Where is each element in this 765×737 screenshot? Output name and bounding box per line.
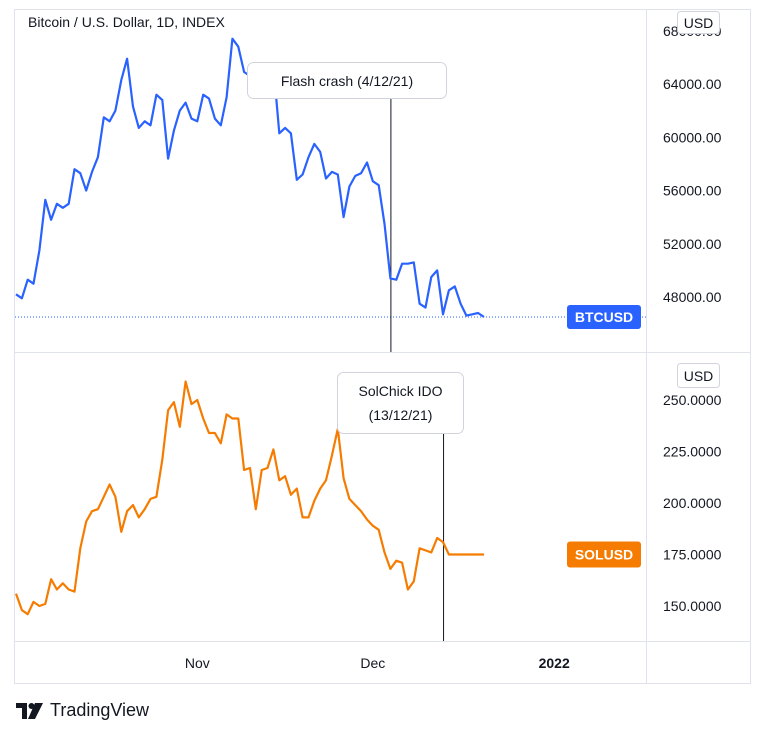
btc-price-tick-label: 60000.00 bbox=[663, 129, 722, 145]
btc-last-value-label[interactable]: BTCUSD bbox=[567, 304, 641, 329]
btc-price-scale[interactable]: 68000.0064000.0060000.0056000.0052000.00… bbox=[663, 23, 722, 305]
btc-unit-badge-label: USD bbox=[684, 15, 714, 31]
tradingview-wordmark: TradingView bbox=[50, 700, 150, 720]
sol-price-tick-label: 225.0000 bbox=[663, 444, 722, 460]
btc-last-value-text: BTCUSD bbox=[575, 309, 633, 325]
chart-frame bbox=[14, 9, 751, 684]
sol-unit-badge-label: USD bbox=[684, 368, 714, 384]
chart: Bitcoin / U.S. Dollar, 1D, INDEX 68000.0… bbox=[14, 9, 751, 684]
solchick-ido-callout[interactable]: SolChick IDO (13/12/21) bbox=[337, 372, 464, 434]
btc-price-tick-label: 48000.00 bbox=[663, 289, 722, 305]
sol-last-value-text: SOLUSD bbox=[575, 547, 633, 563]
flash-crash-callout-text: Flash crash (4/12/21) bbox=[281, 73, 413, 89]
chart-title: Bitcoin / U.S. Dollar, 1D, INDEX bbox=[28, 14, 226, 30]
btc-unit-badge[interactable]: USD bbox=[677, 11, 720, 34]
sol-unit-badge[interactable]: USD bbox=[677, 363, 720, 388]
time-tick-label: 2022 bbox=[539, 655, 570, 671]
btc-price-tick-label: 52000.00 bbox=[663, 236, 722, 252]
sol-price-tick-label: 150.0000 bbox=[663, 598, 722, 614]
sol-price-scale[interactable]: 250.0000 225.0000 200.0000 175.0000 150.0000 bbox=[663, 392, 722, 614]
tradingview-logo-icon bbox=[16, 702, 43, 719]
solchick-ido-callout-line2: (13/12/21) bbox=[369, 407, 433, 423]
sol-price-tick-label: 175.0000 bbox=[663, 547, 722, 563]
solchick-ido-callout-line1: SolChick IDO bbox=[358, 383, 442, 399]
sol-last-value-label[interactable]: SOLUSD bbox=[567, 541, 641, 568]
time-tick-label: Dec bbox=[360, 655, 385, 671]
sol-price-tick-label: 200.0000 bbox=[663, 495, 722, 511]
btc-price-tick-label: 56000.00 bbox=[663, 183, 722, 199]
time-scale[interactable]: Nov Dec 2022 bbox=[185, 655, 570, 671]
btc-price-tick-label: 64000.00 bbox=[663, 76, 722, 92]
tradingview-brand[interactable]: TradingView bbox=[16, 700, 149, 721]
flash-crash-callout[interactable]: Flash crash (4/12/21) bbox=[247, 62, 447, 99]
time-tick-label: Nov bbox=[185, 655, 210, 671]
sol-price-line-series bbox=[14, 380, 484, 616]
sol-price-tick-label: 250.0000 bbox=[663, 392, 722, 408]
